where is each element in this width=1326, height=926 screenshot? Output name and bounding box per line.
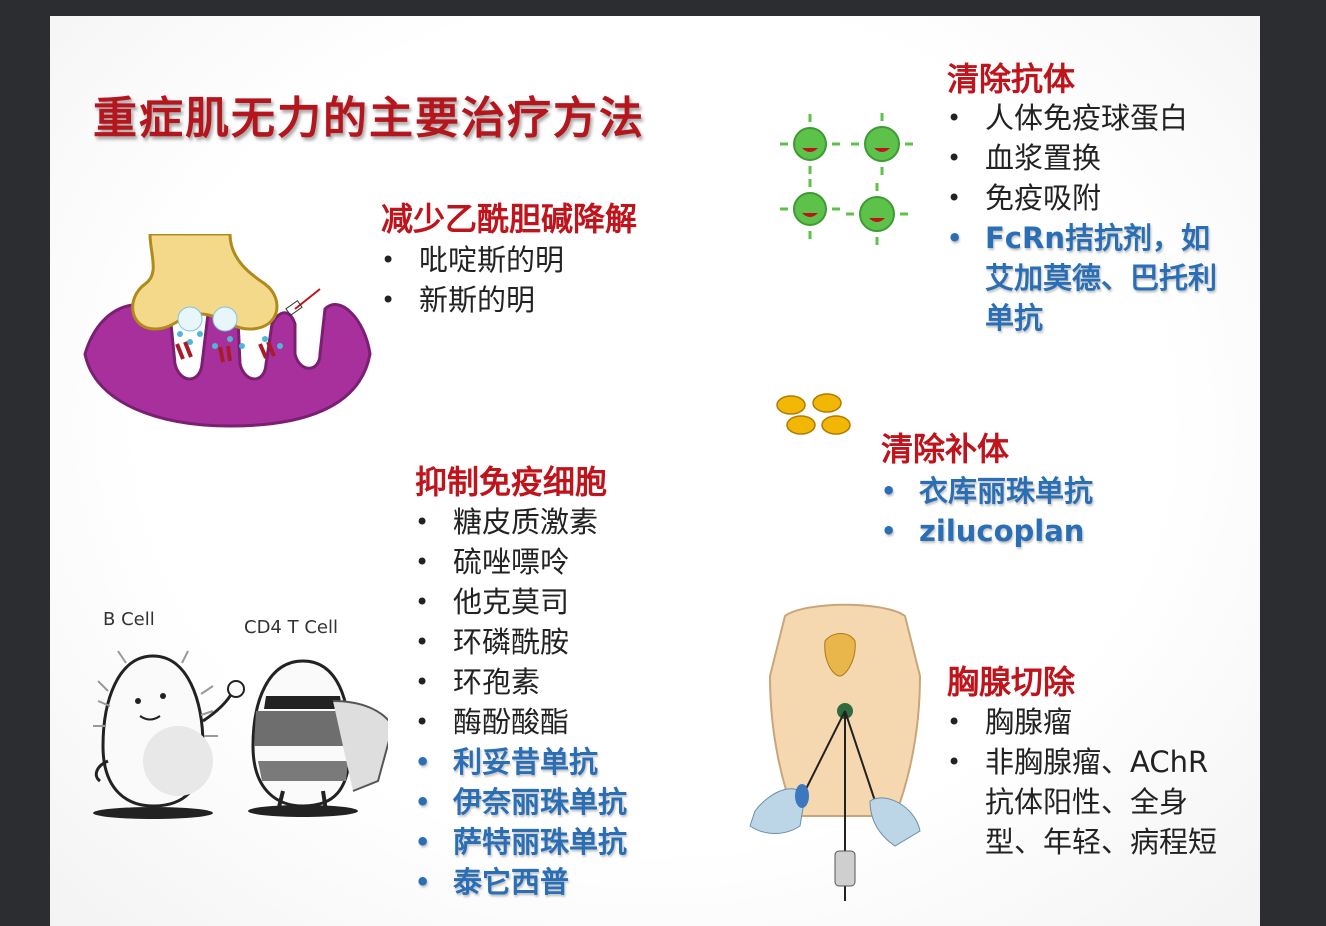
immune-cells-illustration <box>93 650 388 819</box>
heading-reduce-ach-degradation: 减少乙酰胆碱降解 <box>381 200 638 238</box>
list-item: 非胸腺瘤、AChR抗体阳性、全身型、年轻、病程短 <box>947 742 1230 862</box>
list-item: 糖皮质激素 <box>415 502 627 542</box>
list-item: 他克莫司 <box>415 582 627 622</box>
heading-suppress-immune-cells: 抑制免疫细胞 <box>415 463 608 501</box>
t-cell-label: CD4 T Cell <box>244 617 338 638</box>
list-item: 萨特丽珠单抗 <box>415 822 627 862</box>
list-item: 利妥昔单抗 <box>415 742 627 782</box>
list-item: 血浆置换 <box>947 138 1225 178</box>
heading-thymectomy: 胸腺切除 <box>947 663 1076 701</box>
list-item: 环孢素 <box>415 662 627 702</box>
list-item: 环磷酰胺 <box>415 622 627 662</box>
list-item: 泰它西普 <box>415 862 627 902</box>
list-item: 胸腺瘤 <box>947 702 1230 742</box>
heading-clear-antibody: 清除抗体 <box>947 60 1076 98</box>
list-item: FcRn拮抗剂，如艾加莫德、巴托利单抗 <box>947 218 1225 338</box>
list-clear-complement: 衣库丽珠单抗 zilucoplan <box>881 471 1093 551</box>
antibody-virus-illustration <box>780 113 913 245</box>
list-item: 衣库丽珠单抗 <box>881 471 1093 511</box>
list-reduce-ach: 吡啶斯的明 新斯的明 <box>381 240 564 320</box>
thymectomy-illustration <box>749 603 922 901</box>
heading-clear-complement: 清除补体 <box>881 430 1010 468</box>
complement-illustration <box>776 393 851 435</box>
list-clear-antibody: 人体免疫球蛋白 血浆置换 免疫吸附 FcRn拮抗剂，如艾加莫德、巴托利单抗 <box>947 98 1225 338</box>
list-item: 酶酚酸酯 <box>415 702 627 742</box>
b-cell-label: B Cell <box>103 609 155 630</box>
list-item: 吡啶斯的明 <box>381 240 564 280</box>
list-item: 伊奈丽珠单抗 <box>415 782 627 822</box>
viewer-top-bar <box>0 0 1326 16</box>
synapse-illustration <box>83 234 372 428</box>
slide-title: 重症肌无力的主要治疗方法 <box>93 93 645 144</box>
list-item: 硫唑嘌呤 <box>415 542 627 582</box>
list-item: zilucoplan <box>881 511 1093 551</box>
list-suppress-immune: 糖皮质激素 硫唑嘌呤 他克莫司 环磷酰胺 环孢素 酶酚酸酯 利妥昔单抗 伊奈丽珠… <box>415 502 627 902</box>
slide: 重症肌无力的主要治疗方法 减少乙酰胆碱降解 吡啶斯的明 新斯的明 <box>50 16 1260 926</box>
list-item: 新斯的明 <box>381 280 564 320</box>
list-item: 人体免疫球蛋白 <box>947 98 1225 138</box>
list-thymectomy: 胸腺瘤 非胸腺瘤、AChR抗体阳性、全身型、年轻、病程短 <box>947 702 1230 862</box>
list-item: 免疫吸附 <box>947 178 1225 218</box>
